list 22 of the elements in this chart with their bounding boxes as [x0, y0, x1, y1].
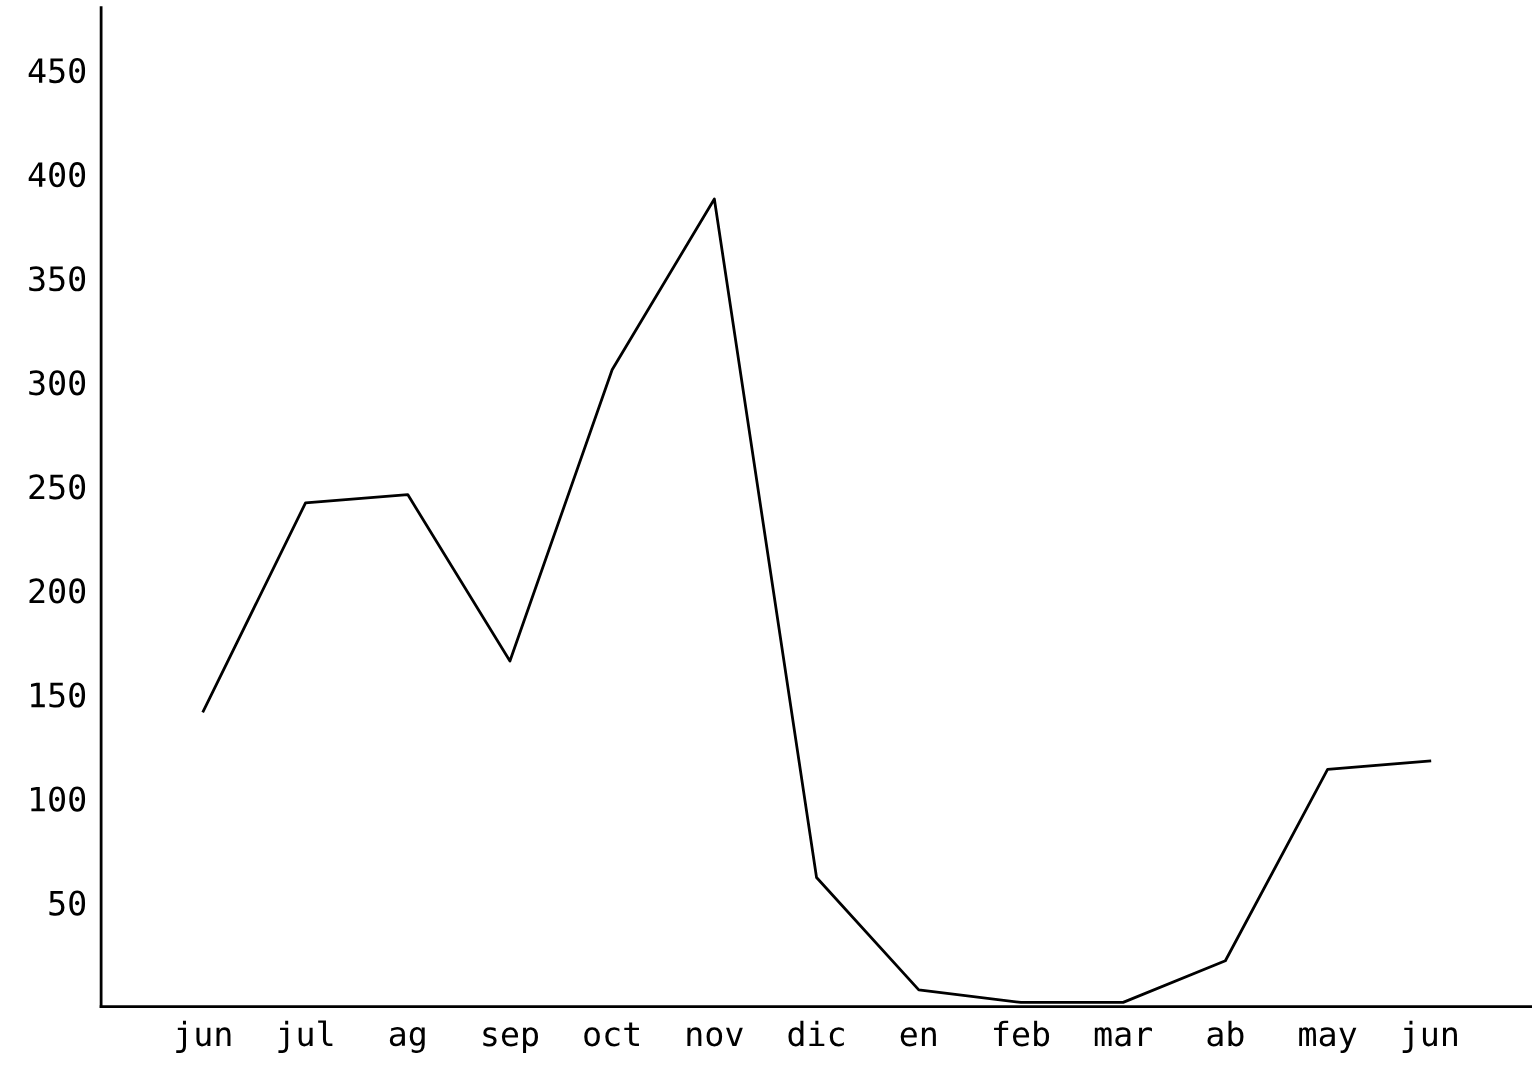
- y-tick-label: 100: [31, 786, 86, 812]
- y-tick-label: 50: [49, 890, 86, 916]
- x-tick-label: nov: [687, 1027, 743, 1047]
- x-tick-label: may: [1299, 1027, 1357, 1053]
- x-tick-label: ag: [389, 1027, 425, 1053]
- x-tick-label: en: [900, 1027, 936, 1047]
- y-tick-label: 400: [28, 162, 86, 188]
- x-tick-label: jun: [176, 1020, 231, 1053]
- y-tick-label: 350: [29, 266, 86, 292]
- y-tick-label: 300: [29, 370, 86, 396]
- x-tick-label: mar: [1094, 1027, 1153, 1047]
- x-tick-label: jun: [1402, 1020, 1457, 1053]
- y-tick-label: 250: [29, 474, 86, 500]
- x-tick-label: dic: [788, 1020, 844, 1047]
- y-tick-label: 200: [29, 578, 86, 604]
- y-tick-label: 150: [31, 682, 86, 708]
- x-tick-label: feb: [994, 1020, 1050, 1047]
- x-tick-label: ab: [1207, 1020, 1244, 1047]
- x-tick-label: sep: [483, 1027, 539, 1053]
- y-tick-label: 450: [28, 58, 86, 84]
- x-tick-label: oct: [584, 1022, 639, 1047]
- x-tick-label: jul: [278, 1020, 333, 1053]
